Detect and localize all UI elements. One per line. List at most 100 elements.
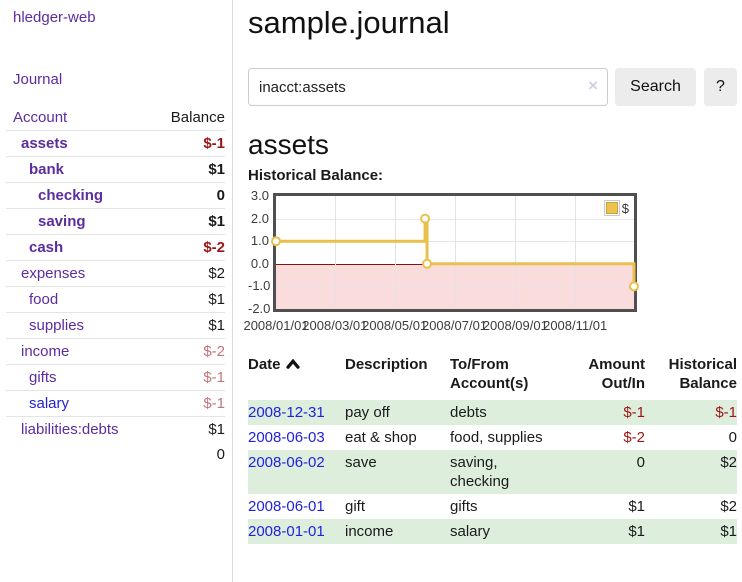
search-input[interactable]: [248, 68, 608, 106]
sidebar-account-row: expenses $2: [6, 260, 225, 287]
sidebar-account-salary[interactable]: salary: [29, 395, 70, 412]
transaction-accounts: debts: [450, 404, 487, 421]
transaction-description: save: [345, 454, 377, 471]
main-content: sample.journal × Search ? assets Histori…: [243, 0, 737, 544]
sidebar-account-row: supplies $1: [6, 312, 225, 339]
y-axis-tick: 1.0: [250, 233, 269, 249]
account-balance: $-1: [153, 130, 225, 157]
gridline-vertical: [394, 196, 396, 309]
sidebar-account-gifts[interactable]: gifts: [29, 369, 57, 386]
x-axis-tick: 2008/11/01: [543, 318, 608, 333]
account-balance: 0: [153, 182, 225, 209]
transaction-balance: $2: [720, 454, 737, 471]
gridline-vertical: [454, 196, 456, 309]
transaction-balance: $2: [720, 498, 737, 515]
column-header-balance: Historical Balance: [668, 356, 737, 392]
accounts-header-row: Account Balance: [6, 105, 225, 131]
page-title: sample.journal: [248, 5, 450, 40]
transaction-amount: $-1: [623, 404, 645, 421]
transaction-date-link[interactable]: 2008-01-01: [248, 523, 325, 540]
transaction-accounts: food, supplies: [450, 429, 543, 446]
account-balance: $1: [153, 208, 225, 235]
sidebar-account-row: gifts $-1: [6, 364, 225, 391]
sidebar-account-row: assets $-1: [6, 130, 225, 157]
account-balance: $-2: [153, 338, 225, 365]
y-axis-tick: 0.0: [250, 255, 269, 271]
register-table: Date Description To/From Account(s) Amou…: [248, 353, 737, 544]
x-axis-tick: 2008/03/01: [302, 318, 368, 333]
sidebar-account-row: food $1: [6, 286, 225, 313]
x-axis-tick: 2008/01/01: [243, 318, 309, 333]
help-button[interactable]: ?: [704, 68, 737, 106]
app-title-link[interactable]: hledger-web: [13, 9, 96, 26]
transaction-description: income: [345, 523, 394, 540]
sidebar-account-bank[interactable]: bank: [29, 161, 65, 178]
sidebar-account-row: checking 0: [6, 182, 225, 209]
search-form: × Search ?: [248, 68, 737, 106]
account-balance: $-2: [153, 234, 225, 261]
sidebar-account-food[interactable]: food: [29, 291, 59, 308]
sidebar-item-journal[interactable]: Journal: [13, 71, 63, 88]
register-row: 2008-01-01 income salary $1 $1: [248, 519, 737, 544]
sidebar-account-row: salary $-1: [6, 390, 225, 417]
sidebar-account-row: saving $1: [6, 208, 225, 235]
transaction-accounts: saving, checking: [450, 454, 510, 490]
sidebar-account-liabilities-debts[interactable]: liabilities:debts: [21, 421, 119, 438]
gridline-vertical: [575, 196, 577, 309]
transaction-balance: 0: [728, 429, 737, 446]
transaction-amount: $-2: [623, 429, 645, 446]
sidebar-account-assets[interactable]: assets: [21, 135, 68, 152]
sidebar-account-expenses[interactable]: expenses: [21, 265, 86, 282]
accounts-header-balance: Balance: [170, 109, 225, 126]
accounts-total-spacer: [6, 442, 154, 467]
sidebar-account-cash[interactable]: cash: [29, 239, 64, 256]
transaction-amount: 0: [636, 454, 645, 471]
sidebar-account-row: income $-2: [6, 338, 225, 365]
sidebar-account-row: liabilities:debts $1: [6, 416, 225, 442]
x-axis-tick: 2008/05/01: [362, 318, 428, 333]
transaction-date-link[interactable]: 2008-06-01: [248, 498, 325, 515]
column-header-date[interactable]: Date: [248, 353, 345, 400]
account-balance: $-1: [153, 364, 225, 391]
accounts-table: Account Balance assets $-1 bank $1 checking 0…: [6, 105, 225, 467]
x-axis-tick: 2008/07/01: [421, 318, 488, 333]
column-header-description: Description: [345, 356, 428, 373]
account-balance: $-1: [153, 390, 225, 417]
sidebar-account-saving[interactable]: saving: [38, 213, 86, 230]
account-balance: $1: [153, 416, 225, 442]
column-header-amount: Amount Out/In: [588, 356, 645, 392]
chart-legend: $: [603, 200, 629, 216]
account-balance: $1: [153, 312, 225, 339]
y-axis-tick: -2.0: [248, 301, 271, 316]
sidebar-account-supplies[interactable]: supplies: [29, 317, 85, 334]
gridline-vertical: [515, 196, 517, 309]
register-row: 2008-06-03 eat & shop food, supplies $-2 0: [248, 425, 737, 450]
sidebar: hledger-web Journal Account Balance asse…: [0, 0, 233, 582]
register-row: 2008-12-31 pay off debts $-1 $-1: [248, 400, 737, 425]
clear-search-icon[interactable]: ×: [588, 76, 598, 95]
sidebar-account-row: cash $-2: [6, 234, 225, 261]
account-balance: $2: [153, 260, 225, 287]
accounts-total-value: 0: [216, 446, 225, 463]
transaction-description: pay off: [345, 404, 390, 421]
chart-plot-area: $: [271, 193, 639, 312]
sidebar-account-checking[interactable]: checking: [38, 187, 104, 204]
legend-swatch-icon: [603, 200, 620, 216]
column-header-accounts: To/From Account(s): [450, 356, 529, 392]
accounts-header-account: Account: [13, 109, 68, 126]
y-axis-tick: -1.0: [248, 278, 271, 294]
transaction-date-link[interactable]: 2008-06-02: [248, 454, 325, 471]
x-axis-tick: 2008/09/01: [482, 318, 548, 333]
legend-label: $: [621, 200, 629, 216]
historical-balance-chart: $ 3.0 2.0 1.0 0.0 -1.0 -2.0 2008/01/01 2008/03/…: [243, 189, 737, 335]
sidebar-account-row: bank $1: [6, 156, 225, 183]
transaction-date-link[interactable]: 2008-06-03: [248, 429, 325, 446]
y-axis-tick: 3.0: [250, 188, 269, 203]
transaction-date-link[interactable]: 2008-12-31: [248, 404, 325, 421]
sidebar-account-income[interactable]: income: [21, 343, 70, 360]
search-input-wrap: ×: [248, 68, 608, 106]
account-balance: $1: [153, 156, 225, 183]
transaction-accounts: gifts: [450, 498, 478, 515]
y-axis-tick: 2.0: [250, 210, 269, 226]
search-button[interactable]: Search: [615, 68, 696, 106]
